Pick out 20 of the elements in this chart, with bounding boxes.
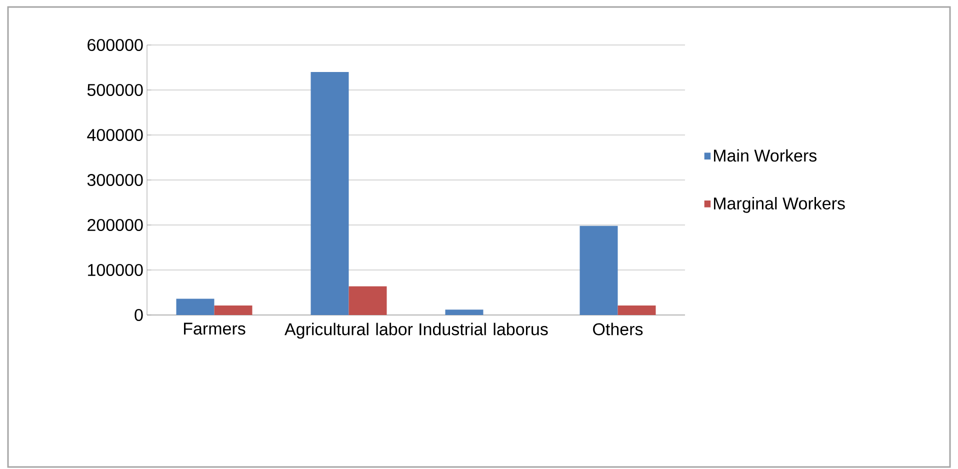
y-tick-label: 200000: [88, 218, 143, 232]
bar: [618, 306, 656, 315]
bar: [348, 286, 387, 315]
y-tick-label: 0: [134, 308, 143, 322]
y-tick-label: 100000: [88, 264, 143, 276]
y-tick-label: 600000: [88, 38, 143, 52]
x-tick-label: Farmers: [184, 322, 246, 335]
y-tick-label: 400000: [87, 128, 143, 142]
y-tick-label: 300000: [87, 174, 143, 186]
bar: [580, 226, 618, 315]
bar: [214, 306, 252, 315]
bar: [445, 310, 484, 315]
legend-label: Main Workers: [714, 149, 817, 162]
y-tick-label: 500000: [87, 84, 143, 96]
bar: [176, 298, 214, 315]
x-tick-label: Industrial laborus: [420, 322, 548, 336]
legend-label: Marginal Workers: [714, 197, 845, 213]
x-tick-label: Agricultural labor: [284, 322, 413, 339]
bar: [310, 72, 349, 315]
x-tick-label: Others: [593, 322, 643, 336]
